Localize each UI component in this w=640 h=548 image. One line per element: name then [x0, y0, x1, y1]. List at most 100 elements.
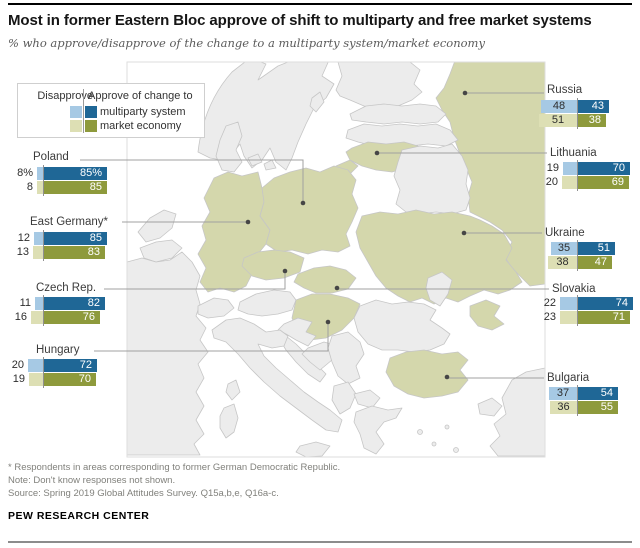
value-slovakia-row0-disapprove: 22	[543, 297, 556, 309]
brand-footer: PEW RESEARCH CENTER	[8, 510, 150, 522]
map-dot-slovakia	[334, 285, 340, 291]
value-hungary-row0-disapprove: 20	[11, 359, 24, 371]
map-country-russia	[435, 62, 545, 287]
bar-hungary-row0-disapprove	[28, 359, 43, 372]
country-label-slovakia: Slovakia	[552, 283, 596, 295]
map-island-aegean-1	[417, 429, 423, 435]
bar-czech_rep-row1-approve	[43, 311, 100, 324]
map-country-greece	[353, 405, 403, 455]
bar-hungary-row0-approve	[43, 359, 97, 372]
country-label-czech_rep: Czech Rep.	[36, 282, 97, 294]
map-country-estonia	[349, 103, 447, 125]
value-bulgaria-row0-disapprove: 37	[556, 387, 570, 399]
map-dot-poland	[300, 200, 306, 206]
value-ukraine-row1-approve: 47	[594, 256, 607, 268]
map-island-sicily	[295, 441, 331, 457]
page-title: Most in former Eastern Bloc approve of s…	[8, 12, 592, 29]
value-russia-row1-approve: 38	[588, 114, 601, 126]
country-label-poland: Poland	[33, 151, 69, 163]
value-hungary-row1-disapprove: 19	[12, 373, 25, 385]
bar-baseline-slovakia	[577, 295, 578, 326]
value-east_germany-row1-disapprove: 13	[16, 246, 29, 258]
map-dot-lithuania	[374, 150, 380, 156]
footnotes: * Respondents in areas corresponding to …	[8, 461, 340, 500]
value-slovakia-row1-approve: 71	[612, 311, 625, 323]
value-ukraine-row0-disapprove: 35	[557, 242, 571, 254]
bottom-rule	[8, 541, 632, 543]
legend-item-market: market economy	[100, 120, 182, 132]
map-country-france	[127, 251, 209, 456]
bar-east_germany-row1-approve	[43, 246, 105, 259]
bar-russia-row0-approve	[577, 100, 609, 113]
country-label-lithuania: Lithuania	[550, 147, 597, 159]
legend-approve-label: Approve of change to	[88, 90, 193, 102]
map-country-belgium	[139, 239, 183, 263]
value-lithuania-row1-disapprove: 20	[545, 176, 558, 188]
value-bulgaria-row0-approve: 54	[600, 387, 613, 399]
bar-baseline-czech_rep	[43, 295, 44, 326]
value-bulgaria-row1-approve: 55	[600, 401, 613, 413]
value-slovakia-row0-approve: 74	[615, 297, 628, 309]
bar-russia-row0-disapprove	[541, 100, 577, 113]
map-island-gotland	[309, 91, 325, 113]
value-east_germany-row1-approve: 83	[87, 246, 100, 258]
map-dot-ukraine	[461, 230, 467, 236]
bar-bulgaria-row1-disapprove	[550, 401, 577, 414]
legend-swatch-multiparty-approve	[85, 106, 97, 118]
map-region-crimea	[469, 299, 505, 331]
value-lithuania-row0-approve: 70	[612, 162, 625, 174]
bar-baseline-east_germany	[43, 230, 44, 261]
map-country-switzerland	[197, 297, 235, 319]
map-dot-bulgaria	[444, 374, 450, 380]
bar-ukraine-row1-approve	[577, 256, 612, 269]
map-country-bulgaria	[385, 349, 469, 399]
bar-east_germany-row0-approve	[43, 232, 107, 245]
bar-slovakia-row1-disapprove	[560, 311, 577, 324]
bar-czech_rep-row0-approve	[43, 297, 105, 310]
value-russia-row0-disapprove: 48	[552, 100, 566, 112]
bar-russia-row1-approve	[577, 114, 606, 127]
value-czech_rep-row1-approve: 76	[82, 311, 95, 323]
map-country-czech-republic	[241, 249, 305, 281]
value-poland-row1-approve: 85	[89, 181, 102, 193]
bar-ukraine-row0-approve	[577, 242, 615, 255]
value-czech_rep-row0-disapprove: 11	[19, 297, 31, 309]
value-hungary-row1-approve: 70	[78, 373, 91, 385]
bar-east_germany-row1-disapprove	[33, 246, 43, 259]
map-country-netherlands	[137, 209, 177, 243]
map-island-aegean-3	[444, 424, 450, 430]
bar-baseline-lithuania	[577, 160, 578, 191]
map-country-italy	[211, 317, 343, 433]
value-czech_rep-row1-disapprove: 16	[14, 311, 27, 323]
bar-slovakia-row0-disapprove	[560, 297, 577, 310]
value-russia-row0-approve: 43	[591, 100, 604, 112]
value-ukraine-row0-approve: 51	[597, 242, 610, 254]
bar-east_germany-row0-disapprove	[34, 232, 43, 245]
value-poland-row0-approve: 85%	[79, 167, 102, 179]
bar-russia-row1-disapprove	[539, 114, 577, 127]
bar-baseline-hungary	[43, 357, 44, 388]
map-island-sardinia	[219, 403, 239, 439]
bar-czech_rep-row1-disapprove	[31, 311, 43, 324]
bar-slovakia-row0-approve	[577, 297, 633, 310]
map-country-poland	[259, 165, 359, 255]
value-lithuania-row0-disapprove: 19	[546, 162, 559, 174]
map-dot-east_germany	[245, 219, 251, 225]
value-lithuania-row1-approve: 69	[611, 176, 624, 188]
bar-bulgaria-row0-approve	[577, 387, 618, 400]
bar-hungary-row1-approve	[43, 373, 96, 386]
country-label-hungary: Hungary	[36, 344, 80, 356]
legend-divider	[83, 89, 84, 133]
legend-swatch-market-disapprove	[70, 120, 82, 132]
legend-swatch-multiparty-disapprove	[70, 106, 82, 118]
value-hungary-row0-approve: 72	[79, 359, 92, 371]
bar-baseline-russia	[577, 98, 578, 129]
country-label-bulgaria: Bulgaria	[547, 372, 590, 384]
country-label-east_germany: East Germany*	[30, 216, 108, 228]
value-east_germany-row0-disapprove: 12	[17, 232, 30, 244]
bar-poland-row0-approve	[43, 167, 107, 180]
footnote-source: Source: Spring 2019 Global Attitudes Sur…	[8, 488, 279, 499]
map-island-aegean-2	[431, 441, 437, 447]
